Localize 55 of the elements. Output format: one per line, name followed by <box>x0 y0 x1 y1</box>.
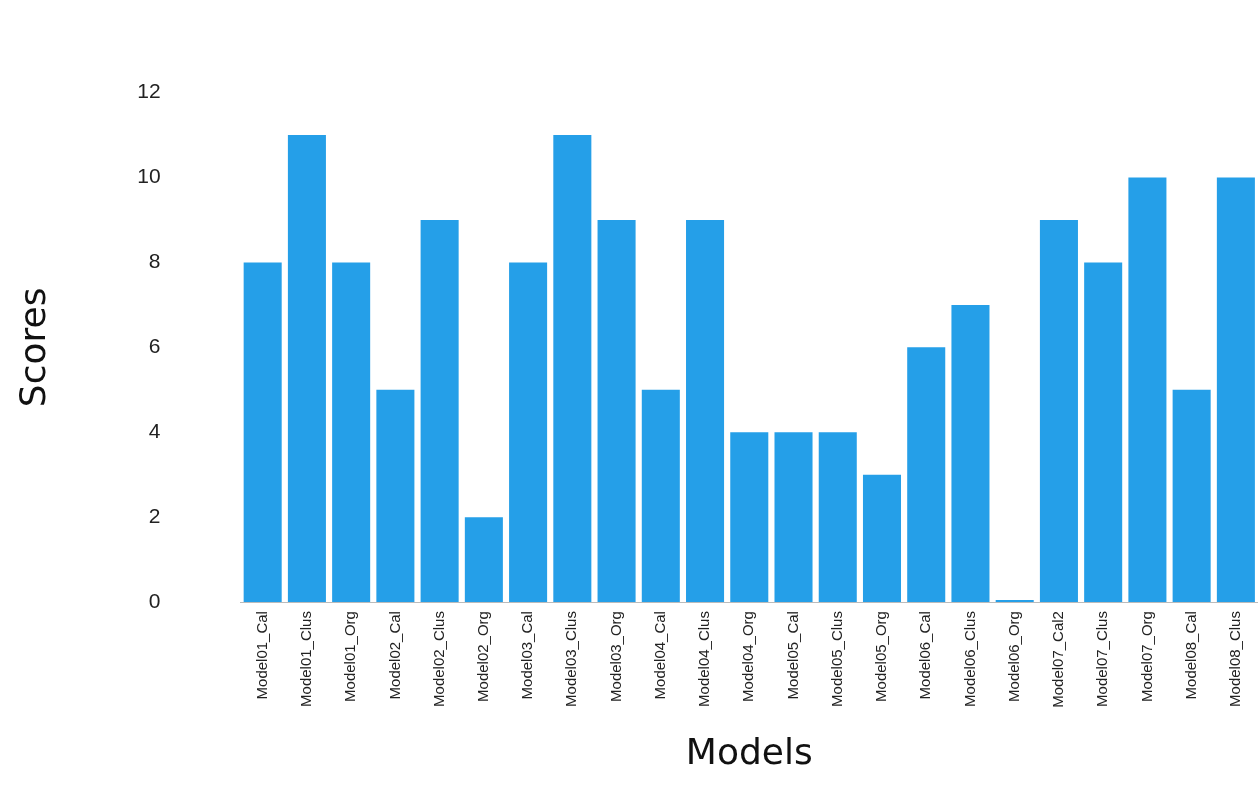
x-tick-label: Model01_Clus <box>297 611 315 707</box>
bar <box>1172 389 1211 603</box>
bar <box>686 219 725 603</box>
x-tick-label: Model05_Cal <box>783 611 801 700</box>
x-tick-label: Model02_Cal <box>385 611 403 700</box>
x-tick-label: Model03_Cal <box>518 611 536 700</box>
y-tick-label: 4 <box>148 419 161 443</box>
x-tick-label: Model03_Clus <box>562 611 580 707</box>
y-tick-label: 12 <box>137 79 161 103</box>
y-tick-label: 2 <box>148 503 161 527</box>
x-tick-label: Model05_Org <box>872 611 890 702</box>
bar <box>509 262 548 603</box>
bar <box>597 219 636 603</box>
x-tick-label: Model01_Org <box>341 611 359 702</box>
x-tick-label: Model04_Org <box>739 611 757 702</box>
x-tick-label: Model06_Cal <box>916 611 934 700</box>
bar <box>1216 177 1255 603</box>
x-tick-label: Model07_Org <box>1137 611 1155 702</box>
bar <box>1039 219 1078 603</box>
x-axis-title: Models <box>685 730 813 772</box>
x-tick-label: Model06_Org <box>1004 611 1022 702</box>
bar <box>907 347 946 603</box>
bar <box>376 389 415 603</box>
y-tick-label: 10 <box>137 164 161 188</box>
y-tick-label: 0 <box>148 588 161 612</box>
bar <box>464 517 503 603</box>
bar <box>243 262 282 603</box>
x-tick-label: Model04_Clus <box>695 611 713 707</box>
bar <box>287 135 326 603</box>
x-tick-label: Model08_Clus <box>1226 611 1244 707</box>
x-tick-label: Model07_Clus <box>1093 611 1111 707</box>
bar <box>774 432 813 603</box>
y-tick-label: 8 <box>148 249 161 273</box>
x-tick-label: Model02_Clus <box>429 611 447 707</box>
bar <box>641 389 680 603</box>
x-tick-label: Model07_Cal2 <box>1049 611 1067 708</box>
x-tick-label: Model04_Cal <box>650 611 668 700</box>
bar <box>951 304 990 603</box>
bar <box>818 432 857 603</box>
bar <box>862 474 902 603</box>
bar <box>995 600 1034 603</box>
y-axis-title: Scores <box>11 287 53 408</box>
x-tick-label: Model03_Org <box>606 611 624 702</box>
bar <box>1084 262 1123 603</box>
x-tick-label: Model02_Org <box>474 611 491 702</box>
bar <box>730 432 769 603</box>
x-tick-label: Model08_Cal <box>1181 611 1199 700</box>
bar <box>553 135 592 603</box>
x-tick-label: Model06_Clus <box>960 611 978 707</box>
y-tick-label: 6 <box>148 334 161 358</box>
bar <box>332 262 371 603</box>
bar <box>1128 177 1167 603</box>
x-tick-label: Model05_Clus <box>827 611 845 707</box>
x-tick-label: Model01_Cal <box>252 611 270 700</box>
bar <box>420 219 459 603</box>
